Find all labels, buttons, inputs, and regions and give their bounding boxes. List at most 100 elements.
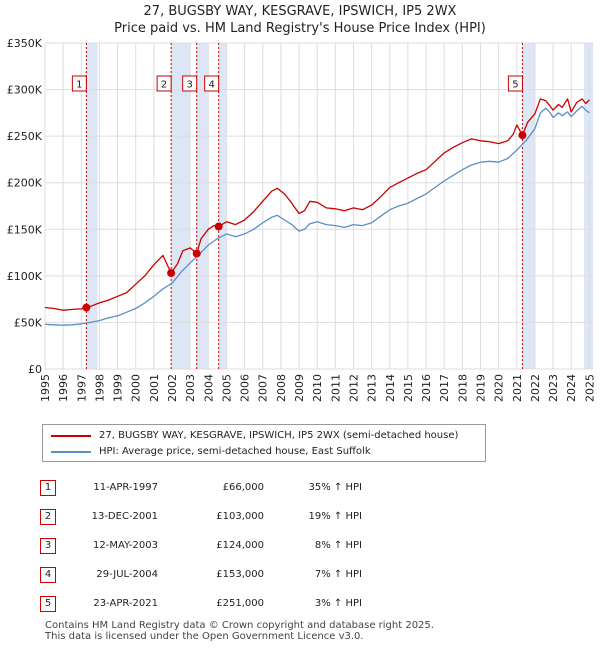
sale-box bbox=[182, 75, 198, 92]
sale-point bbox=[518, 131, 527, 140]
x-tick-label: 2008 bbox=[275, 374, 288, 402]
x-tick-label: 2020 bbox=[493, 374, 506, 402]
sale-box bbox=[507, 75, 523, 92]
sale-date: 29-JUL-2004 bbox=[96, 569, 158, 580]
x-tick-label: 2016 bbox=[420, 374, 433, 402]
sale-price: £153,000 bbox=[216, 569, 264, 580]
sale-point bbox=[167, 269, 176, 278]
sale-price: £103,000 bbox=[216, 511, 264, 522]
sale-hpi-diff: 3% ↑ HPI bbox=[314, 598, 362, 609]
sale-date: 13-DEC-2001 bbox=[91, 511, 158, 522]
y-tick-label: £150K bbox=[7, 223, 43, 236]
x-tick-label: 1997 bbox=[75, 374, 88, 402]
sale-number-boxes: 1 2 3 4 5 bbox=[71, 75, 523, 92]
table-row: 5 23-APR-2021 £251,000 3% ↑ HPI bbox=[40, 589, 362, 618]
sales-table: 1 11-APR-1997 £66,000 35% ↑ HPI 2 13-DEC… bbox=[40, 473, 362, 618]
x-tick-label: 2022 bbox=[529, 374, 542, 402]
y-tick-label: £250K bbox=[7, 130, 43, 143]
table-row: 4 29-JUL-2004 £153,000 7% ↑ HPI bbox=[40, 560, 362, 589]
sale-price: £124,000 bbox=[216, 540, 264, 551]
legend-swatch-hpi bbox=[51, 451, 91, 453]
sale-hpi-diff: 8% ↑ HPI bbox=[314, 540, 362, 551]
y-tick-label: £200K bbox=[7, 177, 43, 190]
x-tick-label: 2002 bbox=[166, 374, 179, 402]
sale-point bbox=[214, 222, 223, 231]
chart-title: 27, BUGSBY WAY, KESGRAVE, IPSWICH, IP5 2… bbox=[143, 4, 457, 19]
sale-date: 12-MAY-2003 bbox=[92, 540, 158, 551]
sale-number-badge: 3 bbox=[40, 537, 56, 554]
y-tick-label: £50K bbox=[14, 316, 43, 329]
sale-point bbox=[192, 249, 201, 258]
table-row: 2 13-DEC-2001 £103,000 19% ↑ HPI bbox=[40, 502, 362, 531]
sale-hpi-diff: 19% ↑ HPI bbox=[308, 511, 362, 522]
x-tick-label: 2012 bbox=[347, 374, 360, 402]
sale-box bbox=[71, 75, 87, 92]
x-tick-label: 1996 bbox=[57, 374, 70, 402]
footer-licence: This data is licensed under the Open Gov… bbox=[45, 631, 364, 642]
x-tick-label: 2003 bbox=[184, 374, 197, 402]
sale-hpi-diff: 7% ↑ HPI bbox=[314, 569, 362, 580]
sale-box bbox=[156, 75, 172, 92]
price-paid-line bbox=[44, 98, 590, 311]
legend-swatch-property bbox=[51, 435, 91, 437]
y-tick-labels: £0 £50K £100K £150K £200K £250K £300K £350K bbox=[7, 37, 43, 376]
legend-label-property: 27, BUGSBY WAY, KESGRAVE, IPSWICH, IP5 2… bbox=[99, 430, 459, 441]
hpi-line bbox=[44, 105, 590, 326]
x-tick-label: 2005 bbox=[220, 374, 233, 402]
sale-box-label: 3 bbox=[187, 80, 193, 91]
shaded-periods bbox=[86, 43, 593, 369]
sale-number-badge: 1 bbox=[40, 479, 56, 496]
table-row: 3 12-MAY-2003 £124,000 8% ↑ HPI bbox=[40, 531, 362, 560]
y-tick-label: £300K bbox=[7, 84, 43, 97]
sale-points bbox=[82, 131, 527, 312]
sale-number-badge: 5 bbox=[40, 595, 56, 612]
y-tick-label: £100K bbox=[7, 270, 43, 283]
price-chart: 1 2 3 4 5 £0 £50K £100K £150K £200K £250K £300K £35… bbox=[7, 37, 597, 402]
table-row: 1 11-APR-1997 £66,000 35% ↑ HPI bbox=[40, 473, 362, 502]
sale-box bbox=[204, 75, 220, 92]
x-tick-label: 1999 bbox=[112, 374, 125, 402]
sale-number-badge: 4 bbox=[40, 566, 56, 583]
sale-date: 23-APR-2021 bbox=[93, 598, 158, 609]
chart-subtitle: Price paid vs. HM Land Registry's House … bbox=[114, 21, 486, 36]
legend-label-hpi: HPI: Average price, semi-detached house,… bbox=[99, 446, 371, 457]
sale-point bbox=[82, 303, 91, 312]
x-tick-label: 2021 bbox=[511, 374, 524, 402]
x-tick-label: 2017 bbox=[438, 374, 451, 402]
sale-price: £66,000 bbox=[222, 482, 264, 493]
x-tick-label: 2024 bbox=[565, 374, 578, 402]
x-tick-label: 2000 bbox=[130, 374, 143, 402]
sale-box-label: 1 bbox=[76, 80, 82, 91]
x-tick-label: 2019 bbox=[474, 374, 487, 402]
shaded-period bbox=[218, 43, 227, 369]
x-tick-label: 2025 bbox=[583, 374, 596, 402]
sale-box-label: 5 bbox=[512, 80, 518, 91]
x-tick-label: 2013 bbox=[366, 374, 379, 402]
x-tick-label: 2015 bbox=[402, 374, 415, 402]
shaded-period bbox=[522, 43, 535, 369]
x-tick-labels: 1995 1996 1997 1998 1999 2000 2001 2002 2003 2004… bbox=[39, 374, 596, 402]
x-tick-label: 2011 bbox=[329, 374, 342, 402]
y-tick-label: £0 bbox=[28, 363, 42, 376]
series-lines bbox=[44, 98, 590, 326]
x-tick-label: 2009 bbox=[293, 374, 306, 402]
chart-legend: 27, BUGSBY WAY, KESGRAVE, IPSWICH, IP5 2… bbox=[42, 424, 486, 462]
x-tick-label: 2023 bbox=[547, 374, 560, 402]
x-tick-label: 2007 bbox=[257, 374, 270, 402]
shaded-period bbox=[583, 43, 593, 369]
x-tick-label: 2010 bbox=[311, 374, 324, 402]
sale-box-label: 4 bbox=[208, 80, 214, 91]
shaded-period bbox=[171, 43, 191, 369]
x-tick-label: 2018 bbox=[456, 374, 469, 402]
sale-box-label: 2 bbox=[161, 80, 167, 91]
x-tick-label: 2001 bbox=[148, 374, 161, 402]
shaded-period bbox=[86, 43, 98, 369]
sale-date: 11-APR-1997 bbox=[93, 482, 158, 493]
x-tick-label: 2014 bbox=[384, 374, 397, 402]
sale-number-badge: 2 bbox=[40, 508, 56, 525]
y-tick-label: £350K bbox=[7, 37, 43, 50]
sale-hpi-diff: 35% ↑ HPI bbox=[308, 482, 362, 493]
x-tick-label: 2004 bbox=[202, 374, 215, 402]
x-tick-label: 2006 bbox=[239, 374, 252, 402]
sale-date-lines bbox=[85, 43, 523, 369]
